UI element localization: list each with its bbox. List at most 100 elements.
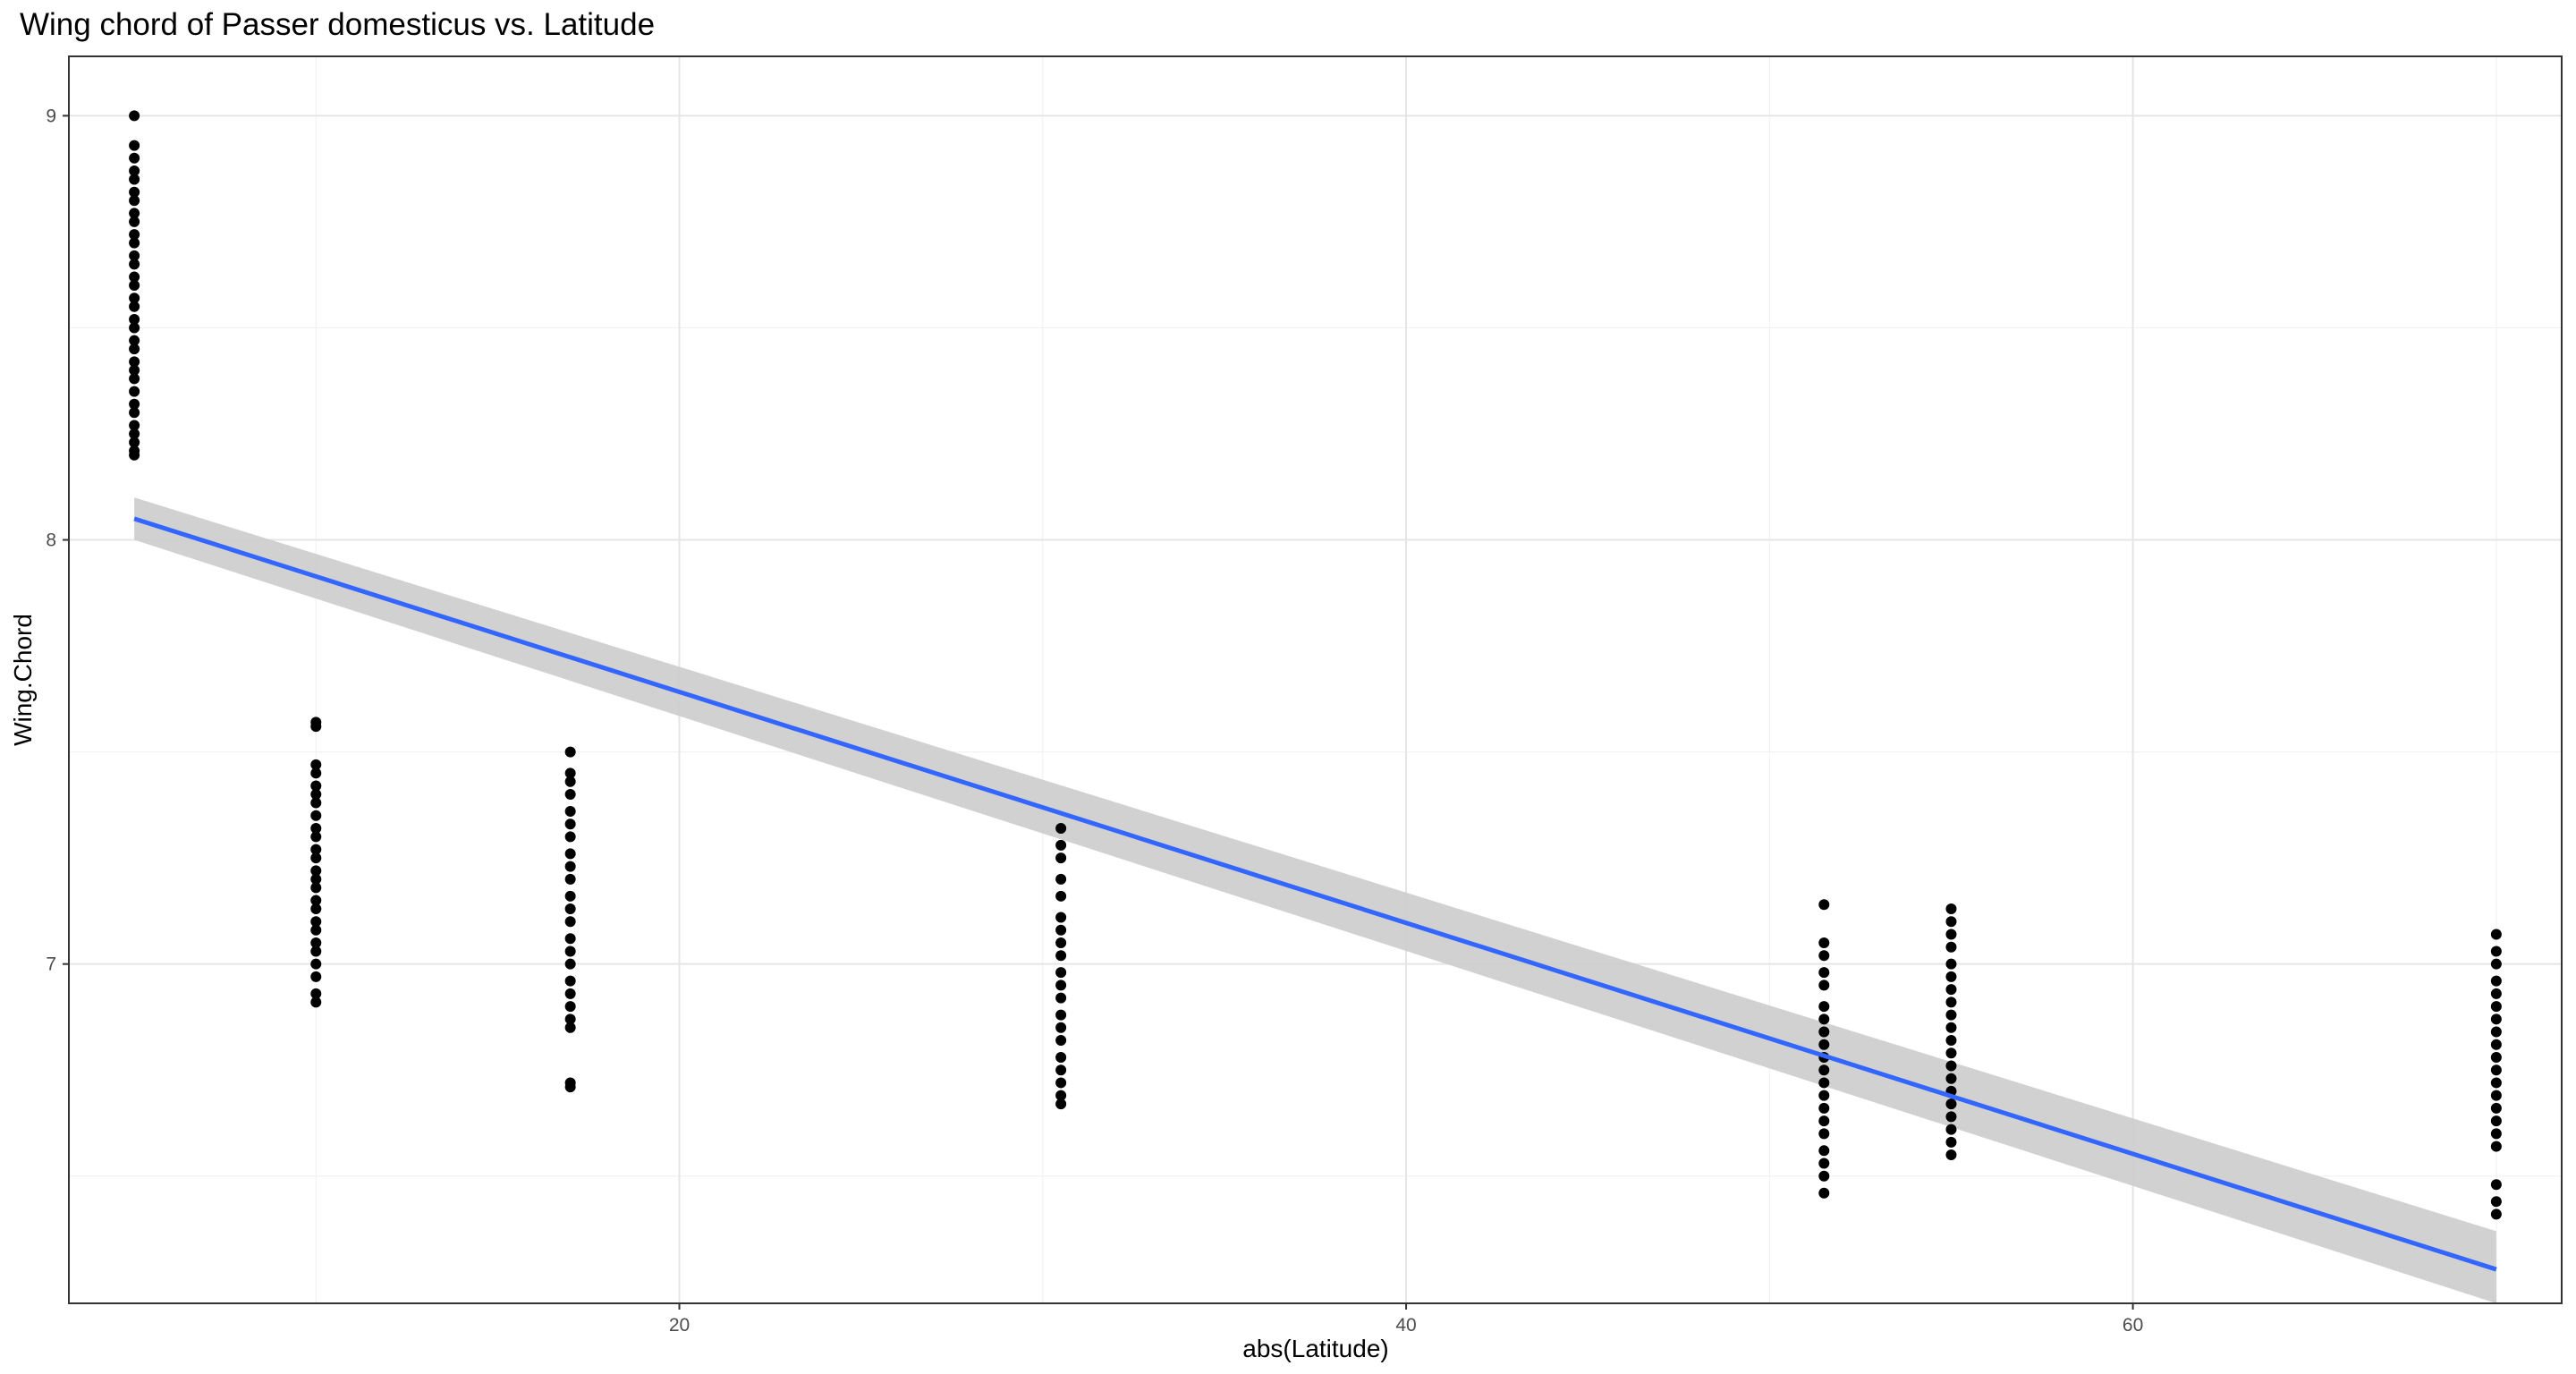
- data-point-1-18: [310, 797, 322, 809]
- data-point-6-10: [2490, 1051, 2502, 1063]
- y-tick-label-2: 9: [46, 106, 56, 126]
- x-tick-label-2: 60: [2123, 1315, 2143, 1336]
- chart-title: Wing chord of Passer domesticus vs. Lati…: [20, 7, 655, 42]
- data-point-0-6: [129, 398, 140, 410]
- data-point-2-6: [564, 975, 576, 987]
- data-point-6-8: [2490, 1077, 2502, 1089]
- data-point-3-6: [1055, 1022, 1067, 1033]
- data-point-6-9: [2490, 1064, 2502, 1076]
- data-point-2-19: [564, 789, 576, 801]
- data-point-3-5: [1055, 1035, 1067, 1047]
- data-point-4-11: [1818, 1039, 1830, 1050]
- data-point-6-19: [2490, 929, 2502, 940]
- data-point-2-18: [564, 805, 576, 817]
- data-point-6-7: [2490, 1090, 2502, 1101]
- data-point-0-26: [129, 186, 140, 198]
- data-point-6-18: [2490, 946, 2502, 957]
- data-point-0-12: [129, 335, 140, 346]
- data-point-3-1: [1055, 1090, 1067, 1101]
- data-point-0-21: [129, 237, 140, 249]
- data-point-2-12: [564, 890, 576, 902]
- data-point-1-5: [310, 937, 322, 948]
- y-axis-title: Wing.Chord: [9, 614, 37, 746]
- data-point-5-13: [1945, 984, 1957, 996]
- data-point-5-14: [1945, 971, 1957, 982]
- data-point-4-4: [1818, 1128, 1830, 1140]
- data-point-3-17: [1055, 852, 1067, 864]
- data-point-3-12: [1055, 937, 1067, 948]
- data-point-6-17: [2490, 958, 2502, 970]
- data-point-5-19: [1945, 903, 1957, 915]
- data-point-4-0: [1818, 1187, 1830, 1199]
- data-point-1-14: [310, 844, 322, 855]
- x-axis: 20 40 60: [669, 1303, 2143, 1336]
- data-point-6-4: [2490, 1128, 2502, 1140]
- data-point-2-15: [564, 848, 576, 860]
- data-point-3-3: [1055, 1064, 1067, 1076]
- data-point-0-14: [129, 313, 140, 325]
- data-point-0-5: [129, 407, 140, 419]
- data-point-0-8: [129, 373, 140, 385]
- data-point-1-7: [310, 916, 322, 928]
- data-point-1-11: [310, 873, 322, 885]
- data-point-0-19: [129, 259, 140, 270]
- data-point-4-9: [1818, 1064, 1830, 1076]
- data-point-5-8: [1945, 1047, 1957, 1059]
- data-point-1-15: [310, 831, 322, 843]
- data-point-3-14: [1055, 912, 1067, 923]
- data-point-4-7: [1818, 1090, 1830, 1101]
- data-point-1-17: [310, 810, 322, 821]
- data-point-1-12: [310, 865, 322, 877]
- grid: [69, 56, 2562, 1303]
- data-point-2-16: [564, 831, 576, 843]
- y-axis: 7 8 9: [46, 106, 69, 975]
- data-point-0-28: [129, 165, 140, 177]
- data-point-4-19: [1818, 899, 1830, 911]
- data-point-3-13: [1055, 924, 1067, 936]
- data-point-2-7: [564, 958, 576, 970]
- data-point-4-16: [1818, 967, 1830, 979]
- data-point-2-13: [564, 873, 576, 885]
- data-point-2-21: [564, 768, 576, 779]
- data-point-0-17: [129, 280, 140, 292]
- data-point-2-10: [564, 916, 576, 928]
- data-point-4-14: [1818, 1001, 1830, 1013]
- data-point-3-0: [1055, 1098, 1067, 1110]
- data-point-6-2: [2490, 1179, 2502, 1191]
- x-axis-title: abs(Latitude): [1242, 1335, 1388, 1362]
- y-tick-label-0: 7: [46, 954, 56, 975]
- data-point-0-23: [129, 216, 140, 227]
- data-point-0-29: [129, 152, 140, 164]
- data-point-1-1: [310, 988, 322, 999]
- confidence-band-layer: [134, 497, 2496, 1303]
- data-point-5-3: [1945, 1111, 1957, 1123]
- data-point-5-15: [1945, 958, 1957, 970]
- data-point-0-30: [129, 140, 140, 151]
- data-point-0-20: [129, 250, 140, 261]
- data-point-4-3: [1818, 1145, 1830, 1157]
- data-point-5-6: [1945, 1073, 1957, 1084]
- data-point-3-10: [1055, 967, 1067, 979]
- data-point-4-18: [1818, 937, 1830, 948]
- data-point-2-8: [564, 946, 576, 957]
- data-point-5-0: [1945, 1149, 1957, 1161]
- data-point-4-17: [1818, 950, 1830, 962]
- data-point-1-3: [310, 958, 322, 970]
- data-point-4-8: [1818, 1077, 1830, 1089]
- data-point-2-14: [564, 861, 576, 872]
- data-point-5-12: [1945, 997, 1957, 1008]
- points-layer: [129, 110, 2502, 1220]
- data-point-2-22: [564, 746, 576, 758]
- data-point-1-10: [310, 882, 322, 894]
- data-point-5-2: [1945, 1124, 1957, 1135]
- data-point-5-10: [1945, 1022, 1957, 1033]
- data-point-6-15: [2490, 988, 2502, 999]
- data-point-0-1: [129, 445, 140, 456]
- data-point-0-25: [129, 195, 140, 207]
- data-point-3-16: [1055, 873, 1067, 885]
- data-point-6-11: [2490, 1039, 2502, 1050]
- data-point-6-16: [2490, 975, 2502, 987]
- data-point-1-20: [310, 780, 322, 792]
- panel-border: [68, 55, 2563, 1304]
